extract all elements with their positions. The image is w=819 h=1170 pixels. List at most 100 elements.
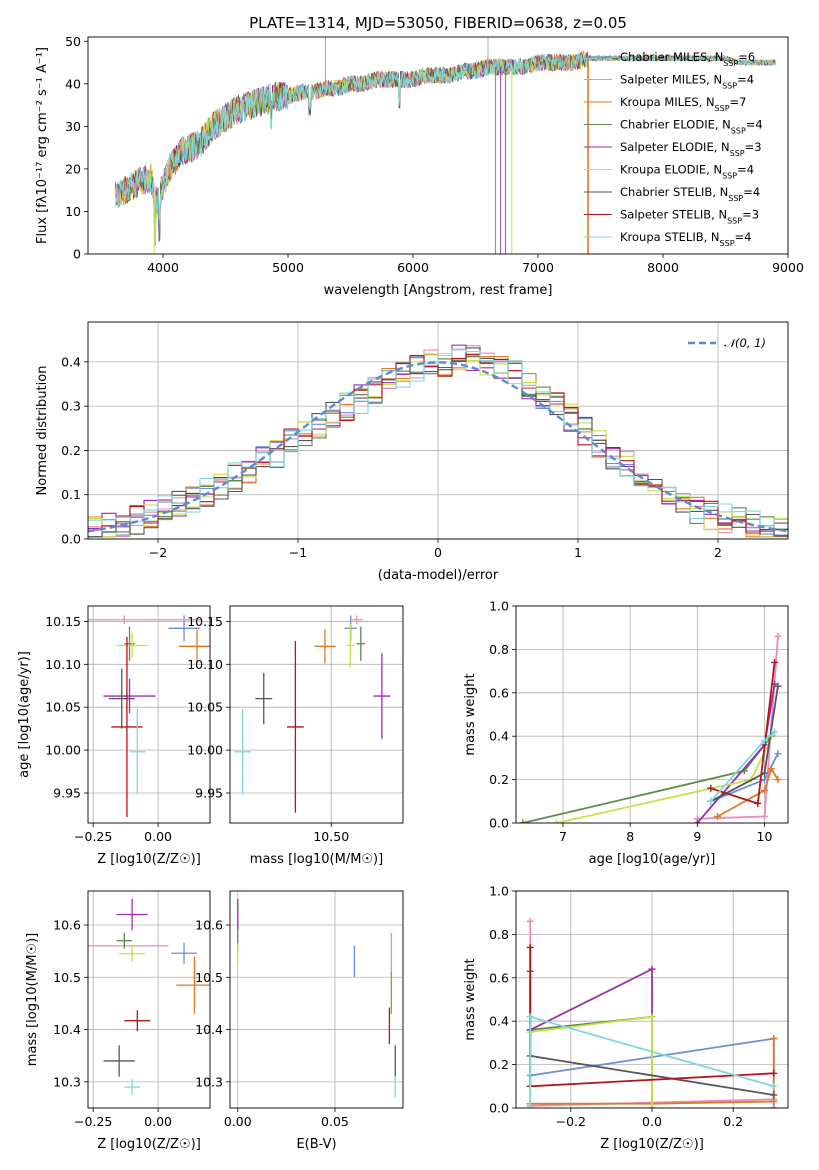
y-tick-label: 20	[65, 161, 81, 176]
x-axis-label: Z [log10(Z/Z☉)]	[600, 1137, 704, 1152]
panel-weight-vs-Z: −0.2 0.0 0.2 0.0 0.2 0.4 0.6 0.8 1.0 Z [log10(Z/Z…	[463, 884, 789, 1152]
weight-marker	[526, 1104, 534, 1108]
weight-marker	[760, 737, 768, 745]
axes-frame	[87, 890, 211, 1109]
y-tick-label: 0.4	[489, 1014, 509, 1029]
axes-frame	[229, 890, 404, 1109]
x-axis-label: wavelength [Angstrom, rest frame]	[324, 283, 553, 298]
histogram-line	[88, 349, 788, 527]
y-tick-label: 0.3	[61, 399, 81, 414]
y-tick-label: 0.8	[489, 927, 509, 942]
legend-label: Chabrier ELODIE, NSSP=4	[620, 118, 763, 136]
spectrum-legend: Chabrier MILES, NSSP=6 Salpeter MILES, NS…	[584, 50, 763, 248]
panel-mass-vs-Z: −0.25 0.00 10.3 10.4 10.5 10.6 Z [log10(Z/Z☉)]…	[25, 890, 211, 1152]
y-tick-label: 0.8	[489, 642, 509, 657]
x-tick-label: 9000	[772, 260, 804, 275]
y-tick-label: 0.0	[489, 1101, 509, 1116]
y-axis-label: Normed distribution	[35, 366, 50, 496]
axes-frame	[87, 321, 789, 540]
weight-marker	[648, 1104, 656, 1108]
axes-frame	[515, 890, 789, 1109]
x-axis-label: (data-model)/error	[378, 568, 499, 583]
weight-marker	[771, 728, 779, 736]
y-tick-label: 1.0	[489, 599, 509, 614]
plot-area	[88, 615, 210, 817]
y-tick-label: 0.6	[489, 685, 509, 700]
normal-curve	[88, 361, 788, 533]
y-axis-label: mass weight	[463, 673, 478, 755]
x-tick-label: 0.2	[723, 1114, 743, 1129]
weight-marker	[526, 917, 534, 925]
y-tick-label: 10.10	[187, 657, 223, 672]
weight-marker	[770, 1104, 778, 1108]
x-tick-label: 0	[434, 545, 442, 560]
weight-marker	[774, 776, 782, 784]
y-tick-label: 10.3	[53, 1074, 81, 1089]
x-axis-label: Z [log10(Z/Z☉)]	[97, 1137, 201, 1152]
weight-marker	[519, 819, 527, 823]
x-axis-label: mass [log10(M/M☉)]	[250, 852, 383, 867]
x-tick-label: 2	[714, 545, 722, 560]
panel-spectrum: 4000 5000 6000 7000 8000 9000 0 10 20 30 40 50 wavel…	[35, 34, 804, 298]
y-tick-label: 0.2	[489, 1057, 509, 1072]
y-tick-label: 10.05	[45, 700, 81, 715]
spectrum-line	[115, 52, 776, 239]
plot-area	[237, 898, 396, 1098]
y-tick-label: 0.6	[489, 970, 509, 985]
x-tick-label: −0.2	[556, 1114, 586, 1129]
y-tick-label: 1.0	[489, 884, 509, 899]
weight-marker	[648, 965, 656, 973]
y-tick-label: 10.10	[45, 657, 81, 672]
y-tick-label: 0.0	[61, 532, 81, 547]
plot-area	[115, 37, 776, 254]
weight-marker	[760, 786, 768, 794]
y-axis-label: mass weight	[463, 958, 478, 1040]
x-tick-label: 8	[626, 829, 634, 844]
panel-age-vs-mass: 10.50 9.95 10.00 10.05 10.10 10.15 mass [log10…	[187, 605, 404, 867]
x-tick-label: 7000	[522, 260, 554, 275]
y-tick-label: 10.6	[53, 917, 81, 932]
axes-frame	[229, 605, 404, 824]
x-tick-label: 1	[574, 545, 582, 560]
panel-mass-vs-EBV: 0.00 0.05 10.3 10.4 10.5 10.6 E(B-V)	[195, 890, 404, 1152]
weight-marker	[552, 819, 560, 823]
y-tick-label: 10.4	[195, 1022, 223, 1037]
y-tick-label: 9.95	[195, 785, 223, 800]
x-tick-label: 10.50	[313, 829, 349, 844]
plot-area	[234, 615, 391, 813]
x-tick-label: 8000	[647, 260, 679, 275]
x-tick-label: 4000	[147, 260, 179, 275]
weight-marker	[770, 1082, 778, 1090]
weight-line	[530, 1015, 653, 1108]
y-tick-label: 0.2	[61, 443, 81, 458]
weight-line	[717, 766, 779, 818]
legend-label: Chabrier STELIB, NSSP=4	[620, 185, 760, 203]
x-tick-label: 0.00	[144, 829, 172, 844]
legend-label: Salpeter STELIB, NSSP=3	[620, 208, 759, 226]
weight-marker	[648, 1013, 656, 1021]
panel-age-vs-Z: −0.25 0.00 9.95 10.00 10.05 10.10 10.15 Z [log1…	[17, 605, 211, 867]
figure-title: PLATE=1314, MJD=53050, FIBERID=0638, z=0…	[249, 14, 627, 32]
y-tick-label: 10.00	[187, 743, 223, 758]
weight-marker	[770, 1097, 778, 1105]
y-tick-label: 0	[73, 247, 81, 262]
x-tick-label: −1	[289, 545, 307, 560]
weight-marker	[693, 819, 701, 823]
x-tick-label: 9	[693, 829, 701, 844]
y-axis-label: mass [log10(M/M☉)]	[25, 933, 40, 1066]
y-tick-label: 10	[65, 204, 81, 219]
histogram-line	[88, 354, 788, 534]
weight-marker	[713, 812, 721, 820]
y-axis-label: age [log10(age/yr)]	[17, 651, 32, 778]
weight-marker	[770, 1091, 778, 1099]
histogram-line	[88, 352, 788, 538]
weight-marker	[707, 797, 715, 805]
x-tick-label: 10	[757, 829, 773, 844]
weight-marker	[774, 682, 782, 690]
y-axis-label: Flux [fλ10⁻¹⁷ erg cm⁻² s⁻¹ A⁻¹]	[35, 47, 50, 244]
x-tick-label: 6000	[397, 260, 429, 275]
x-tick-label: −0.25	[74, 1114, 112, 1129]
legend-label: Chabrier MILES, NSSP=6	[620, 50, 755, 68]
axes-frame	[87, 36, 789, 255]
